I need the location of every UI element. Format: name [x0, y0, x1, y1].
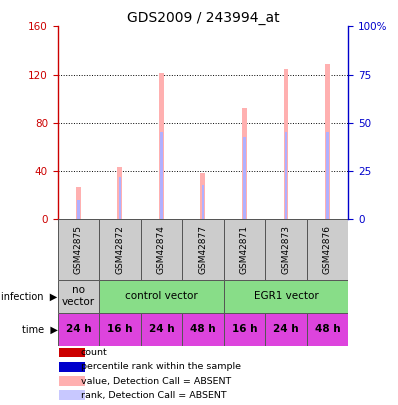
Bar: [141, 313, 182, 346]
Text: 16 h: 16 h: [232, 324, 257, 335]
Bar: [224, 280, 348, 313]
Bar: [119, 177, 121, 219]
Text: GSM42874: GSM42874: [157, 225, 166, 274]
Bar: [326, 132, 329, 219]
Text: infection  ▶: infection ▶: [2, 291, 58, 301]
Bar: [202, 185, 204, 219]
Bar: [59, 347, 85, 358]
Text: 16 h: 16 h: [107, 324, 133, 335]
Text: 24 h: 24 h: [149, 324, 174, 335]
Bar: [159, 73, 164, 219]
Bar: [182, 219, 224, 280]
Text: GSM42876: GSM42876: [323, 225, 332, 274]
Text: 48 h: 48 h: [315, 324, 340, 335]
Bar: [58, 219, 99, 280]
Bar: [76, 187, 81, 219]
Text: 24 h: 24 h: [273, 324, 299, 335]
Bar: [243, 137, 246, 219]
Bar: [182, 313, 224, 346]
Bar: [59, 390, 85, 401]
Text: EGR1 vector: EGR1 vector: [254, 291, 318, 301]
Bar: [265, 219, 307, 280]
Bar: [58, 280, 99, 313]
Bar: [99, 313, 141, 346]
Text: 48 h: 48 h: [190, 324, 216, 335]
Text: rank, Detection Call = ABSENT: rank, Detection Call = ABSENT: [81, 391, 226, 400]
Text: count: count: [81, 348, 108, 357]
Bar: [224, 313, 265, 346]
Bar: [265, 313, 307, 346]
Bar: [285, 132, 287, 219]
Bar: [224, 219, 265, 280]
Text: GSM42872: GSM42872: [115, 225, 125, 274]
Text: GSM42873: GSM42873: [281, 225, 291, 274]
Bar: [307, 219, 348, 280]
Text: GSM42871: GSM42871: [240, 225, 249, 274]
Text: no
vector: no vector: [62, 286, 95, 307]
Text: control vector: control vector: [125, 291, 198, 301]
Bar: [117, 167, 123, 219]
Bar: [325, 64, 330, 219]
Bar: [99, 219, 141, 280]
Bar: [242, 108, 247, 219]
Title: GDS2009 / 243994_at: GDS2009 / 243994_at: [127, 11, 279, 25]
Bar: [58, 313, 99, 346]
Bar: [141, 219, 182, 280]
Text: 24 h: 24 h: [66, 324, 91, 335]
Bar: [59, 376, 85, 386]
Bar: [59, 362, 85, 372]
Text: time  ▶: time ▶: [22, 324, 58, 335]
Bar: [201, 173, 205, 219]
Bar: [99, 280, 224, 313]
Bar: [160, 132, 163, 219]
Text: GSM42875: GSM42875: [74, 225, 83, 274]
Text: GSM42877: GSM42877: [199, 225, 207, 274]
Bar: [307, 313, 348, 346]
Bar: [283, 68, 289, 219]
Text: percentile rank within the sample: percentile rank within the sample: [81, 362, 241, 371]
Text: value, Detection Call = ABSENT: value, Detection Call = ABSENT: [81, 377, 231, 386]
Bar: [77, 200, 80, 219]
